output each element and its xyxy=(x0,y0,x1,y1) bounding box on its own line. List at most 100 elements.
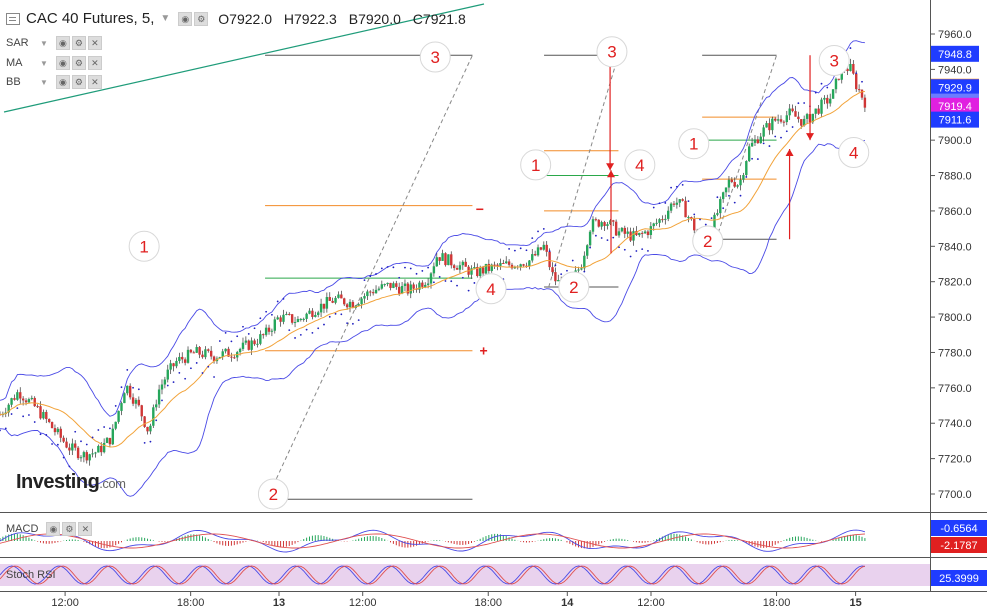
gear-icon[interactable]: ⚙ xyxy=(71,75,86,89)
gear-icon[interactable]: ⚙ xyxy=(71,36,86,50)
eye-icon[interactable]: ◉ xyxy=(55,36,70,50)
macd-label: MACD xyxy=(6,523,39,535)
wave-label-circle xyxy=(692,225,724,257)
candle-body xyxy=(447,254,450,266)
candle-body xyxy=(363,296,366,299)
candle-body xyxy=(750,142,754,147)
candle-body xyxy=(340,294,343,299)
candle-body xyxy=(250,340,253,350)
chevron-down-icon[interactable]: ▼ xyxy=(40,58,48,68)
eye-icon[interactable]: ◉ xyxy=(178,11,193,26)
sar-dot xyxy=(253,327,256,330)
candle-body xyxy=(438,257,441,261)
ohlc-readout: O7922.0 H7922.3 B7920.0 C7921.8 xyxy=(218,11,473,27)
candle-body xyxy=(21,398,25,401)
sar-dot xyxy=(768,145,771,147)
candle-body xyxy=(779,119,783,122)
sar-dot xyxy=(508,248,511,250)
candle-body xyxy=(253,340,256,345)
candle-body xyxy=(551,267,554,273)
close-icon[interactable]: ✕ xyxy=(87,75,102,89)
eye-icon[interactable]: ◉ xyxy=(55,56,70,70)
candle-body xyxy=(403,283,407,287)
sar-dot xyxy=(201,372,204,374)
candle-body xyxy=(325,297,329,309)
sar-dot xyxy=(467,289,470,292)
close-icon[interactable]: ✕ xyxy=(87,56,102,70)
sar-dot xyxy=(542,228,545,230)
candle-body xyxy=(860,89,864,98)
sar-dot xyxy=(259,317,262,320)
sar-dot xyxy=(62,456,65,459)
candle-body xyxy=(186,349,190,363)
x-tick-label: 18:00 xyxy=(763,597,791,609)
sar-dot xyxy=(288,329,291,332)
candle-body xyxy=(510,264,514,269)
eye-icon[interactable]: ◉ xyxy=(55,75,70,89)
sar-dot xyxy=(363,279,366,282)
price-tag xyxy=(931,79,979,96)
indicator-sar[interactable]: SAR ▼ ◉ ⚙ ✕ xyxy=(6,36,104,50)
macd-label-row: MACD ◉ ⚙ ✕ xyxy=(6,522,94,536)
candle-body xyxy=(305,313,308,319)
wave-label: 2 xyxy=(569,278,578,297)
candle-body xyxy=(652,223,655,227)
candle-body xyxy=(409,284,412,294)
candle-body xyxy=(730,179,734,182)
sar-dot xyxy=(647,250,649,252)
candle-body xyxy=(588,231,592,246)
sar-dot xyxy=(762,142,765,145)
logo-suffix: .com xyxy=(99,476,126,491)
candle-body xyxy=(94,452,97,454)
sar-dot xyxy=(554,264,557,267)
candle-body xyxy=(687,217,690,219)
chevron-down-icon[interactable]: ▼ xyxy=(40,77,48,87)
candle-body xyxy=(282,314,285,322)
wave-label-circle xyxy=(475,273,507,305)
candle-body xyxy=(100,445,103,453)
wave-label: 3 xyxy=(431,48,440,67)
candle-body xyxy=(675,202,679,205)
chevron-down-icon[interactable]: ▼ xyxy=(40,38,48,48)
candle-body xyxy=(395,283,398,287)
symbol-menu-icon[interactable] xyxy=(6,12,20,25)
gear-icon[interactable]: ⚙ xyxy=(71,56,86,70)
candle-body xyxy=(183,359,187,363)
symbol-name[interactable]: CAC 40 Futures, 5, xyxy=(26,10,155,27)
x-tick-label: 15 xyxy=(849,597,861,609)
eye-icon[interactable]: ◉ xyxy=(46,522,61,536)
sar-dot xyxy=(450,280,453,283)
close-icon[interactable]: ✕ xyxy=(87,36,102,50)
rsi-label-row: Stoch RSI xyxy=(6,569,64,581)
sar-dot xyxy=(635,250,638,252)
candle-body xyxy=(85,452,88,461)
candle-body xyxy=(580,268,583,270)
candle-body xyxy=(496,264,499,266)
sar-dot xyxy=(675,185,678,188)
candle-body xyxy=(392,283,395,288)
candle-body xyxy=(224,348,227,352)
candle-body xyxy=(273,319,277,331)
sar-dot xyxy=(143,441,146,444)
fib-diagonal xyxy=(548,55,619,288)
chevron-down-icon[interactable]: ▼ xyxy=(160,13,171,24)
close-icon[interactable]: ✕ xyxy=(78,522,93,536)
candle-body xyxy=(204,349,207,358)
candle-body xyxy=(747,146,751,162)
candle-body xyxy=(264,327,268,335)
candle-body xyxy=(97,445,100,453)
sar-dot xyxy=(51,443,53,445)
wave-label-circle xyxy=(419,41,451,73)
indicator-ma[interactable]: MA ▼ ◉ ⚙ ✕ xyxy=(6,56,104,70)
candle-body xyxy=(664,218,667,220)
candle-body xyxy=(221,351,224,357)
y-tick-label: 7820.0 xyxy=(938,277,972,289)
candle-body xyxy=(207,349,210,351)
sar-dot xyxy=(137,388,140,391)
y-tick-label: 7700.0 xyxy=(938,489,972,501)
candle-body xyxy=(828,98,832,104)
indicator-bb[interactable]: BB ▼ ◉ ⚙ ✕ xyxy=(6,75,104,89)
gear-icon[interactable]: ⚙ xyxy=(62,522,77,536)
gear-icon[interactable]: ⚙ xyxy=(194,11,209,26)
